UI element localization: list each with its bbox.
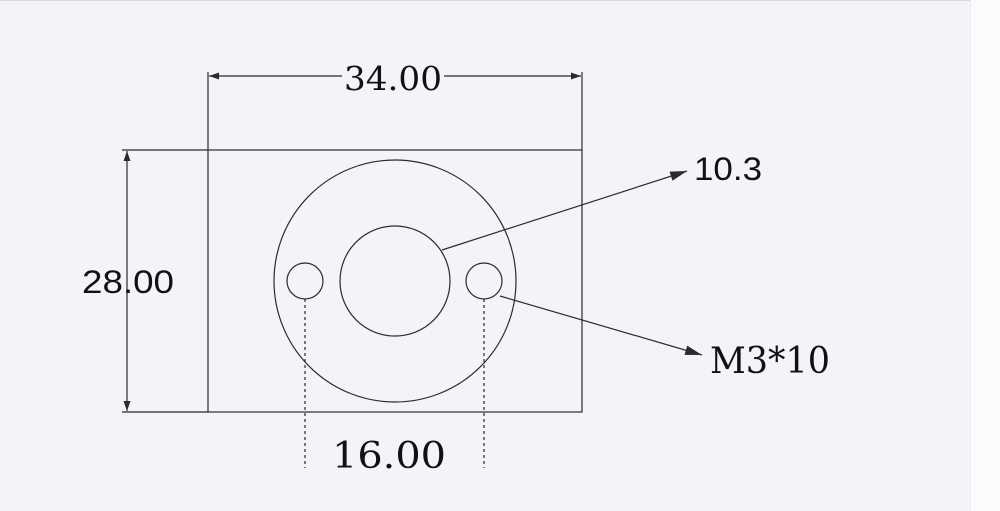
hole-callout-text: M3*10 [710,341,830,382]
hole-spacing-text: 16.00 [332,436,446,477]
width-dimension-text: 34.00 [344,59,442,98]
top-border [0,0,1000,1]
width-dimension: 34.00 [207,59,583,150]
bore-callout: 10.3 [441,151,762,251]
hole-spacing-dimension: 16.00 [304,299,485,477]
hole-callout: M3*10 [499,295,830,382]
flange-circle [273,159,517,403]
height-dimension: 28.00 [82,149,208,413]
hole-leader-line [499,295,703,356]
vertical-scrollbar[interactable] [970,0,1000,511]
height-dimension-text: 28.00 [82,264,174,300]
bore-leader-line [441,170,688,251]
part-outline [207,149,583,413]
bore-callout-text: 10.3 [694,151,762,187]
technical-drawing: 34.00 28.00 16.00 10.3 M3*10 [82,59,830,477]
mount-hole-right [465,262,503,300]
center-bore-circle [339,225,451,337]
mount-hole-left [286,262,324,300]
